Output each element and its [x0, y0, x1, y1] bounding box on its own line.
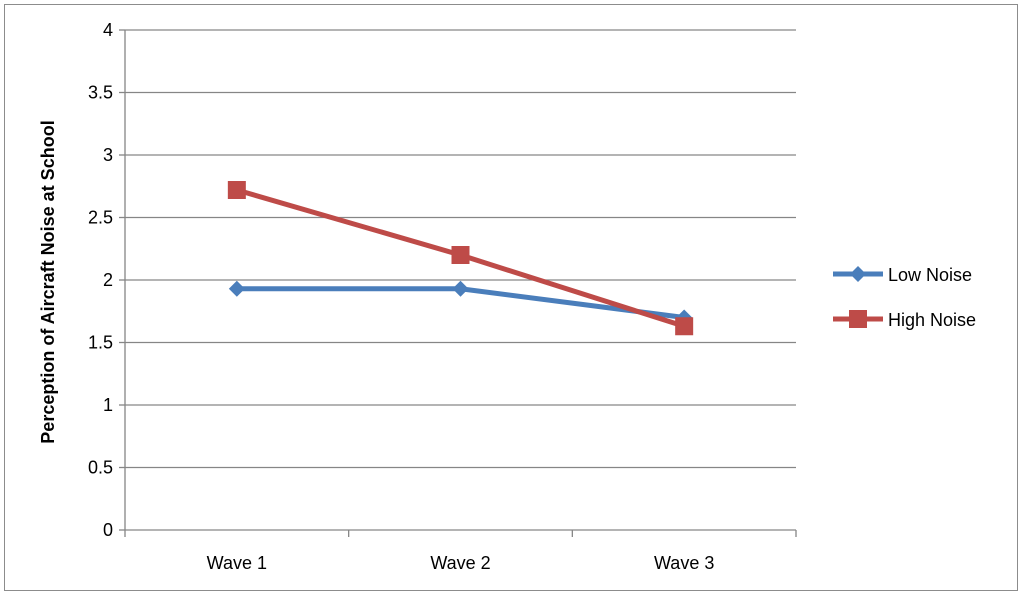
- y-tick-label: 1: [103, 395, 113, 415]
- y-tick-label: 0.5: [88, 458, 113, 478]
- y-tick-label: 3.5: [88, 83, 113, 103]
- y-tick-labels: 0 0.5 1 1.5 2 2.5 3 3.5 4: [88, 20, 113, 540]
- y-axis-title: Perception of Aircraft Noise at School: [38, 120, 58, 443]
- legend-label: Low Noise: [888, 265, 972, 285]
- series-layer: [227, 181, 694, 336]
- y-tick-label: 2.5: [88, 208, 113, 228]
- y-tick-label: 3: [103, 145, 113, 165]
- data-point: [452, 280, 469, 297]
- x-tick-label: Wave 2: [430, 553, 490, 573]
- y-tick-label: 0: [103, 520, 113, 540]
- legend-item: Low Noise: [833, 265, 972, 285]
- legend-marker: [849, 310, 867, 328]
- data-point: [227, 181, 246, 199]
- x-tick-label: Wave 3: [654, 553, 714, 573]
- legend-marker: [850, 266, 866, 282]
- legend-item: High Noise: [833, 310, 976, 330]
- y-tick-label: 2: [103, 270, 113, 290]
- legend-label: High Noise: [888, 310, 976, 330]
- axes: [119, 29, 797, 537]
- y-tick-label: 4: [103, 20, 113, 40]
- data-point: [675, 317, 694, 336]
- data-point: [228, 280, 245, 297]
- legend: Low Noise High Noise: [833, 265, 976, 330]
- y-tick-label: 1.5: [88, 333, 113, 353]
- grid-lines: [125, 29, 796, 469]
- series-2: [227, 181, 694, 336]
- x-tick-label: Wave 1: [207, 553, 267, 573]
- x-tick-labels: Wave 1 Wave 2 Wave 3: [207, 553, 715, 573]
- series-1: [228, 280, 693, 326]
- data-point: [451, 246, 470, 264]
